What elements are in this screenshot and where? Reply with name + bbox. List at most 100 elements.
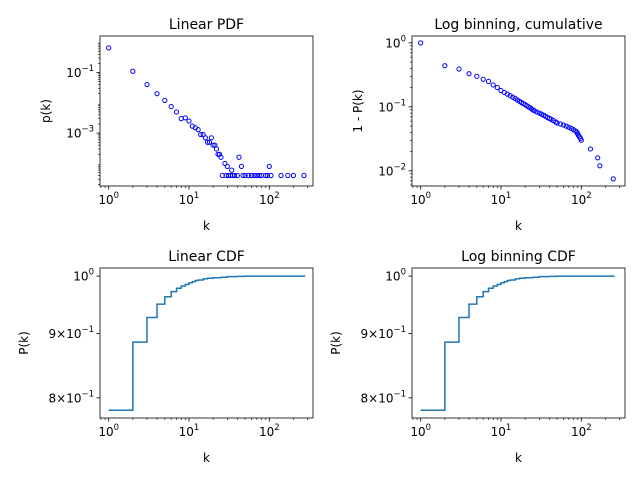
data-point [182, 115, 188, 121]
x-axis-ticks: 100 101 102 [98, 186, 308, 207]
y-axis-ticks: 100 9×10−1 8×10−1 [360, 268, 412, 405]
data-point [418, 40, 424, 46]
data-point [204, 139, 211, 145]
data-point [456, 66, 462, 72]
y-tick-label: 8×10−1 [360, 389, 406, 405]
panel-log-binning-cumulative: Log binning, cumulative 100 101 102 10010−… [351, 17, 626, 233]
data-point [186, 118, 192, 124]
data-point [442, 63, 448, 69]
data-point [162, 97, 168, 104]
data-point [218, 154, 224, 160]
y-tick-label: 10−1 [66, 64, 94, 80]
x-tick-label: 101 [179, 191, 200, 207]
x-axis-ticks: 100 101 102 [98, 418, 308, 439]
y-axis-ticks: 100 9×10−1 8×10−1 [48, 268, 100, 405]
x-tick-label: 100 [98, 191, 119, 207]
y-axis-label: P(k) [17, 331, 31, 355]
x-axis-label: k [515, 451, 522, 465]
data-point [232, 172, 238, 179]
data-point [494, 84, 500, 91]
data-point [266, 163, 272, 169]
data-point [560, 122, 567, 128]
plot-area [108, 275, 306, 412]
x-tick-label: 100 [98, 423, 119, 439]
data-point [466, 71, 472, 77]
data-point [229, 167, 235, 173]
data-point [557, 121, 564, 127]
chart-title: Log binning CDF [461, 249, 576, 265]
data-point [485, 78, 492, 84]
data-point [130, 68, 136, 74]
data-point [610, 176, 616, 182]
data-point [216, 151, 223, 157]
cdf-step-line [108, 275, 306, 412]
y-axis-label: P(k) [329, 331, 343, 355]
x-tick-label: 102 [259, 191, 280, 207]
y-tick-label: 100 [385, 34, 406, 50]
x-tick-label: 101 [491, 191, 512, 207]
data-point [480, 76, 486, 82]
plot-area [420, 275, 615, 412]
data-point [256, 172, 262, 179]
data-point [154, 91, 160, 97]
x-axis-label: k [203, 219, 210, 233]
panel-log-binning-cdf: Log binning CDF 100 101 102 100 9×10−1 8×10−… [329, 249, 626, 465]
chart-title: Log binning, cumulative [434, 17, 602, 33]
data-point [245, 172, 252, 179]
data-point [490, 82, 496, 88]
data-point [268, 172, 274, 179]
x-axis-label: k [203, 451, 210, 465]
x-tick-label: 100 [410, 423, 431, 439]
data-point [507, 92, 513, 99]
data-point [474, 73, 480, 79]
x-tick-label: 102 [259, 423, 280, 439]
data-point [198, 131, 204, 138]
axes-frame [99, 267, 314, 419]
plot-area [418, 40, 616, 182]
x-tick-label: 101 [491, 423, 512, 439]
y-axis-ticks: 100 10−1 10−2 [378, 34, 412, 186]
data-point [554, 120, 560, 126]
data-point [206, 139, 213, 145]
axes-frame [411, 267, 626, 419]
data-point [301, 172, 307, 179]
data-point [168, 103, 174, 110]
data-point [531, 108, 537, 114]
data-point [224, 163, 230, 169]
data-point [578, 137, 584, 143]
chart-title: Linear PDF [169, 17, 244, 33]
data-point [242, 172, 248, 179]
chart-title: Linear CDF [168, 249, 245, 265]
data-point [240, 172, 246, 179]
x-tick-label: 100 [410, 191, 431, 207]
y-tick-label: 9×10−1 [360, 325, 406, 341]
y-tick-label: 10−2 [378, 162, 406, 178]
data-point [563, 123, 569, 129]
y-tick-label: 10−3 [66, 125, 94, 141]
data-point [264, 172, 271, 179]
data-point [106, 45, 112, 51]
y-tick-label: 100 [73, 268, 94, 284]
data-point [236, 154, 242, 160]
data-point [144, 81, 150, 88]
x-tick-label: 102 [571, 191, 592, 207]
x-tick-label: 101 [179, 423, 200, 439]
x-tick-label: 102 [571, 423, 592, 439]
data-point [504, 91, 510, 97]
data-point [597, 163, 603, 169]
data-point [595, 155, 601, 161]
y-tick-label: 9×10−1 [48, 325, 94, 341]
data-point [587, 146, 594, 152]
data-point [234, 172, 240, 179]
data-point [534, 109, 540, 115]
y-axis-ticks: 10−1 10−3 [66, 43, 100, 185]
x-axis-ticks: 100 101 102 [410, 186, 620, 207]
panel-linear-pdf: Linear PDF 100 101 102 10−1 10−3 k p(k) [39, 17, 314, 233]
axes-frame [411, 35, 626, 187]
data-point [285, 172, 291, 179]
y-axis-label: 1 - P(k) [351, 89, 365, 132]
data-point [202, 135, 208, 141]
data-point [173, 109, 180, 115]
